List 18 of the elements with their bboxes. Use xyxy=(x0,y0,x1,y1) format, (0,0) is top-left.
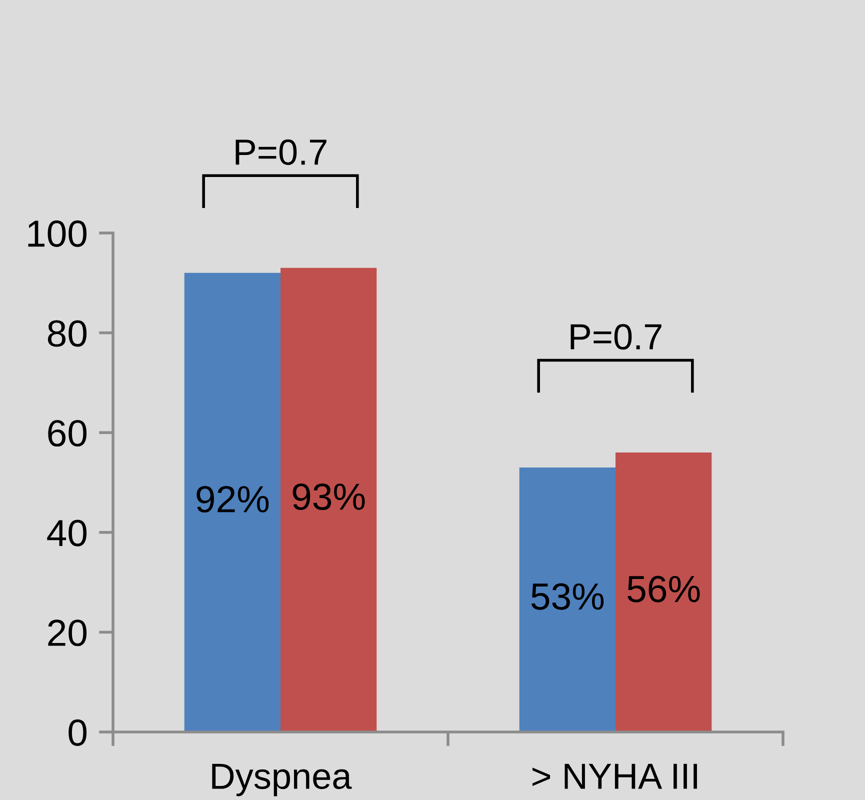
data-label: 53% xyxy=(531,583,604,610)
y-tick-label: 20 xyxy=(48,620,87,646)
bar xyxy=(616,452,712,732)
bar xyxy=(184,272,280,732)
x-tick-label: > NYHA III xyxy=(532,764,697,789)
data-label: 93% xyxy=(292,483,365,510)
bar xyxy=(519,468,616,732)
y-tick-label: 40 xyxy=(47,520,87,546)
text: P=0.7 xyxy=(236,139,326,165)
y-tick-label: 100 xyxy=(28,220,87,247)
y-tick-label: 80 xyxy=(48,320,87,347)
y-tick-label: 0 xyxy=(68,719,87,746)
y-tick-label: 60 xyxy=(48,420,87,447)
annotation: P=0.7 xyxy=(570,324,662,350)
bar xyxy=(280,268,377,732)
data-label: 56% xyxy=(628,576,700,602)
x-tick-label: Dyspnea xyxy=(212,764,352,796)
data-label: 92% xyxy=(196,486,269,513)
